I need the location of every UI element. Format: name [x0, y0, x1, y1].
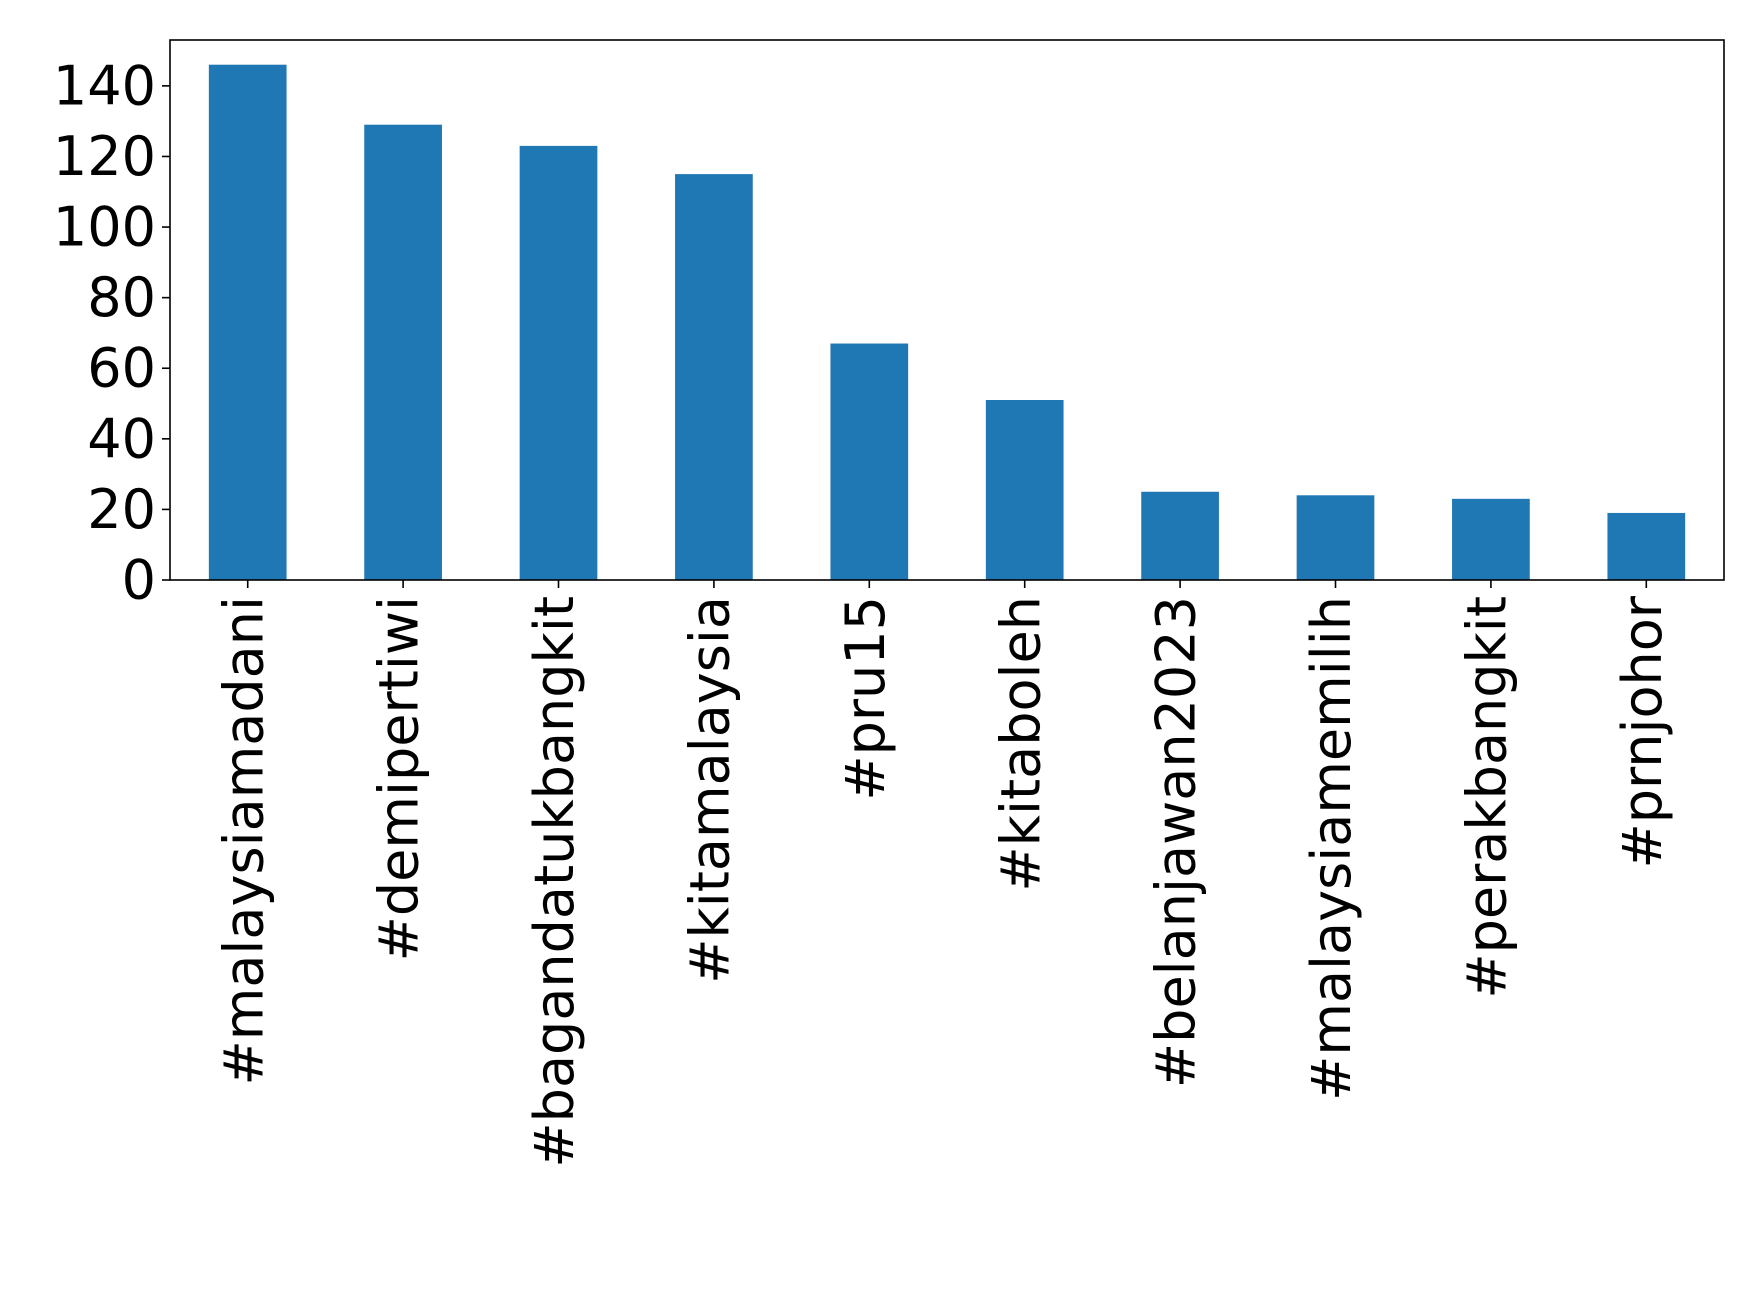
x-tick-label: #kitaboleh [989, 596, 1052, 892]
y-tick-label: 80 [87, 266, 156, 329]
bar-prnjohor [1607, 512, 1686, 580]
x-tick-label: #pru15 [834, 596, 897, 801]
bar-pru15 [830, 343, 909, 580]
bar-demipertiwi [364, 124, 442, 581]
x-tick-label: #malaysiamemilih [1300, 596, 1363, 1101]
x-tick-label: #malaysiamadani [212, 596, 275, 1086]
plot-area-frame [169, 39, 1725, 581]
x-axis: #malaysiamadani #demipertiwi #bagandatukba… [212, 580, 1674, 1168]
x-tick-label: #kitamalaysia [679, 596, 742, 984]
x-tick-label: #perakbangkit [1456, 596, 1519, 999]
bar-kitamalaysia [675, 174, 753, 580]
y-axis: 0 20 40 60 80 100 120 140 [53, 54, 170, 612]
bar-bagandatukbangkit [519, 145, 598, 580]
y-tick-label: 0 [122, 549, 156, 612]
bars [208, 64, 1686, 581]
y-tick-label: 140 [53, 54, 156, 117]
x-tick-label: #demipertiwi [368, 596, 431, 961]
x-tick-label: #prnjohor [1611, 595, 1674, 868]
y-tick-label: 60 [87, 337, 156, 400]
bar-kitaboleh [985, 400, 1064, 580]
y-tick-label: 100 [53, 196, 156, 259]
bar-belanjawan2023 [1141, 491, 1219, 580]
bar-perakbangkit [1452, 498, 1530, 580]
bar-malaysiamadani [208, 64, 287, 581]
y-tick-label: 120 [53, 125, 156, 188]
x-tick-label: #bagandatukbangkit [523, 596, 586, 1168]
x-tick-label: #belanjawan2023 [1145, 596, 1208, 1088]
y-tick-label: 20 [87, 478, 156, 541]
bar-malaysiamemilih [1296, 495, 1375, 580]
y-tick-label: 40 [87, 407, 156, 470]
